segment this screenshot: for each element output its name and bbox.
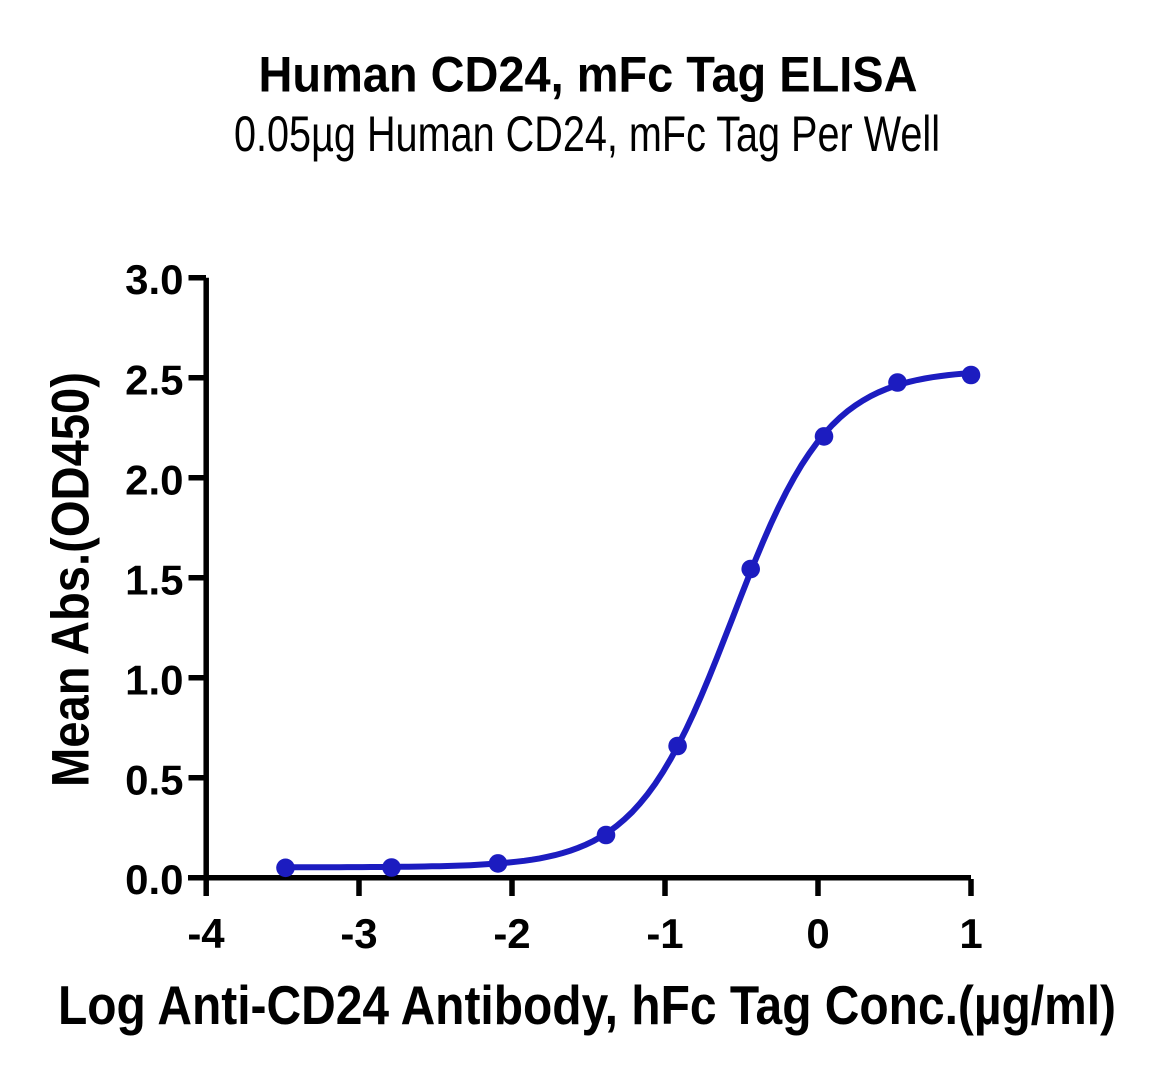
svg-text:2.5: 2.5 xyxy=(125,356,183,403)
svg-text:-2: -2 xyxy=(493,910,530,957)
svg-text:0.05µg Human CD24, mFc Tag Per: 0.05µg Human CD24, mFc Tag Per Well xyxy=(234,106,940,162)
svg-text:1.5: 1.5 xyxy=(125,556,183,603)
svg-text:0.5: 0.5 xyxy=(125,756,183,803)
svg-text:-4: -4 xyxy=(187,910,225,957)
svg-text:Human CD24, mFc Tag ELISA: Human CD24, mFc Tag ELISA xyxy=(259,47,918,103)
svg-text:-3: -3 xyxy=(340,910,377,957)
svg-text:2.0: 2.0 xyxy=(125,456,183,503)
svg-text:3.0: 3.0 xyxy=(125,256,183,303)
svg-text:1: 1 xyxy=(959,910,982,957)
svg-text:0.0: 0.0 xyxy=(125,856,183,903)
svg-text:-1: -1 xyxy=(646,910,683,957)
svg-text:1.0: 1.0 xyxy=(125,656,183,703)
svg-text:Log Anti-CD24 Antibody, hFc Ta: Log Anti-CD24 Antibody, hFc Tag Conc.(µg… xyxy=(58,974,1116,1036)
svg-text:0: 0 xyxy=(806,910,829,957)
svg-text:Mean Abs.(OD450): Mean Abs.(OD450) xyxy=(42,372,101,787)
